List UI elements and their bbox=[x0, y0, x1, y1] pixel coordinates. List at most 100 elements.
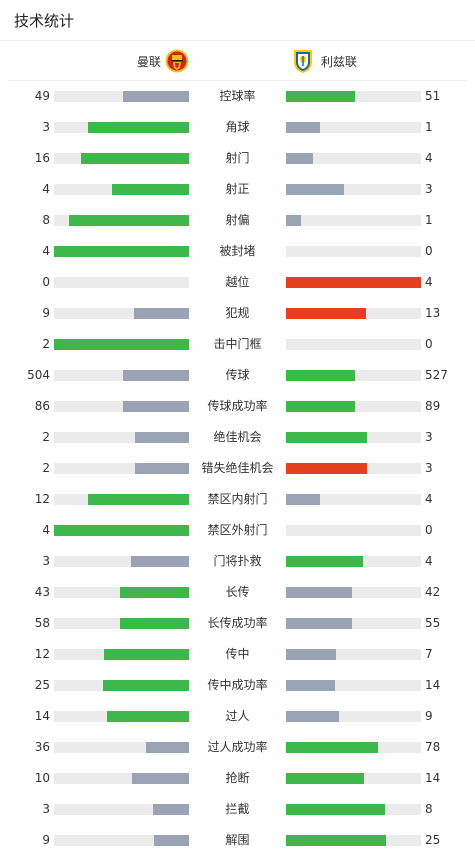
away-stat-bar-fill bbox=[286, 122, 320, 133]
home-stat-bar bbox=[54, 649, 189, 660]
stat-row: 8 射偏 1 bbox=[0, 205, 475, 236]
home-stat-bar-fill bbox=[120, 618, 189, 629]
stat-label: 传中 bbox=[225, 647, 250, 661]
home-stat-value: 4 bbox=[42, 244, 50, 258]
home-stat-bar-fill bbox=[54, 339, 189, 350]
stat-row: 0 越位 4 bbox=[0, 267, 475, 298]
stat-row: 10 抢断 14 bbox=[0, 763, 475, 794]
home-stat-value: 8 bbox=[42, 213, 50, 227]
home-stat-bar-fill bbox=[134, 308, 189, 319]
home-stat-value: 3 bbox=[42, 120, 50, 134]
away-stat-value: 14 bbox=[425, 771, 441, 785]
home-team-name: 曼联 bbox=[137, 54, 162, 69]
home-stat-bar bbox=[54, 401, 189, 412]
away-stat-bar-fill bbox=[286, 649, 336, 660]
home-stat-value: 10 bbox=[34, 771, 50, 785]
stat-row: 2 绝佳机会 3 bbox=[0, 422, 475, 453]
home-stat-bar-fill bbox=[146, 742, 189, 753]
away-stat-bar bbox=[286, 122, 421, 133]
home-stat-value: 3 bbox=[42, 802, 50, 816]
stat-row: 4 被封堵 0 bbox=[0, 236, 475, 267]
away-stat-bar-fill bbox=[286, 370, 355, 381]
home-stat-bar-fill bbox=[123, 91, 189, 102]
away-stat-value: 3 bbox=[425, 461, 433, 475]
stat-row: 9 犯规 13 bbox=[0, 298, 475, 329]
manchester-united-crest-icon bbox=[165, 48, 189, 74]
away-team-name: 利兹联 bbox=[321, 54, 358, 69]
home-stat-bar-fill bbox=[135, 432, 189, 443]
away-stat-value: 78 bbox=[425, 740, 441, 754]
away-stat-bar bbox=[286, 339, 421, 350]
home-stat-value: 4 bbox=[42, 523, 50, 537]
home-stat-bar bbox=[54, 184, 189, 195]
away-team[interactable]: 利兹联 bbox=[291, 48, 357, 74]
home-stat-bar-fill bbox=[123, 370, 189, 381]
home-stat-bar bbox=[54, 122, 189, 133]
home-stat-value: 4 bbox=[42, 182, 50, 196]
stat-label: 被封堵 bbox=[219, 244, 256, 258]
away-stat-value: 1 bbox=[425, 120, 433, 134]
stat-row: 14 过人 9 bbox=[0, 701, 475, 732]
stat-label: 禁区外射门 bbox=[207, 523, 268, 537]
away-stat-bar bbox=[286, 804, 421, 815]
away-stat-bar bbox=[286, 711, 421, 722]
away-stat-value: 89 bbox=[425, 399, 441, 413]
home-stat-value: 2 bbox=[42, 461, 50, 475]
away-stat-value: 7 bbox=[425, 647, 433, 661]
stat-row: 2 错失绝佳机会 3 bbox=[0, 453, 475, 484]
home-stat-bar bbox=[54, 432, 189, 443]
away-stat-bar bbox=[286, 277, 421, 288]
stat-row: 4 射正 3 bbox=[0, 174, 475, 205]
away-stat-bar bbox=[286, 835, 421, 846]
stat-label: 射正 bbox=[225, 182, 250, 196]
home-stat-bar-fill bbox=[135, 463, 189, 474]
home-stat-bar-fill bbox=[153, 804, 189, 815]
home-stat-bar bbox=[54, 618, 189, 629]
away-stat-bar bbox=[286, 401, 421, 412]
away-stat-bar-fill bbox=[286, 432, 367, 443]
away-stat-value: 3 bbox=[425, 430, 433, 444]
stat-label: 犯规 bbox=[225, 306, 250, 320]
stat-label: 击中门框 bbox=[213, 337, 262, 351]
away-stat-bar bbox=[286, 556, 421, 567]
home-stat-bar-fill bbox=[104, 649, 189, 660]
home-stat-bar bbox=[54, 835, 189, 846]
stat-label: 拦截 bbox=[225, 802, 250, 816]
stat-row: 4 禁区外射门 0 bbox=[0, 515, 475, 546]
away-stat-bar bbox=[286, 246, 421, 257]
away-stat-bar bbox=[286, 525, 421, 536]
away-stat-bar-fill bbox=[286, 277, 421, 288]
stat-row: 3 门将扑救 4 bbox=[0, 546, 475, 577]
away-stat-value: 527 bbox=[425, 368, 448, 382]
away-stat-value: 4 bbox=[425, 275, 433, 289]
away-stat-value: 4 bbox=[425, 492, 433, 506]
stat-label: 长传成功率 bbox=[207, 616, 268, 630]
away-stat-bar-fill bbox=[286, 587, 352, 598]
home-stat-bar-fill bbox=[120, 587, 189, 598]
away-stat-bar bbox=[286, 153, 421, 164]
home-stat-bar-fill bbox=[132, 773, 189, 784]
away-stat-bar bbox=[286, 432, 421, 443]
away-stat-value: 25 bbox=[425, 833, 441, 847]
stat-label: 错失绝佳机会 bbox=[201, 461, 274, 475]
stat-row: 86 传球成功率 89 bbox=[0, 391, 475, 422]
home-team[interactable]: 曼联 bbox=[137, 48, 189, 74]
home-stat-value: 58 bbox=[34, 616, 50, 630]
stat-label: 射偏 bbox=[225, 213, 250, 227]
home-stat-value: 25 bbox=[34, 678, 50, 692]
home-stat-value: 3 bbox=[42, 554, 50, 568]
home-stat-bar bbox=[54, 773, 189, 784]
away-stat-value: 1 bbox=[425, 213, 433, 227]
away-stat-value: 0 bbox=[425, 337, 433, 351]
stat-label: 传球成功率 bbox=[207, 399, 268, 413]
stat-row: 25 传中成功率 14 bbox=[0, 670, 475, 701]
home-stat-value: 9 bbox=[42, 833, 50, 847]
away-stat-value: 0 bbox=[425, 244, 433, 258]
away-stat-bar bbox=[286, 463, 421, 474]
home-stat-bar-fill bbox=[103, 680, 189, 691]
stat-row: 43 长传 42 bbox=[0, 577, 475, 608]
home-stat-bar bbox=[54, 804, 189, 815]
home-stat-value: 9 bbox=[42, 306, 50, 320]
stat-label: 越位 bbox=[225, 275, 250, 289]
home-stat-value: 43 bbox=[34, 585, 50, 599]
